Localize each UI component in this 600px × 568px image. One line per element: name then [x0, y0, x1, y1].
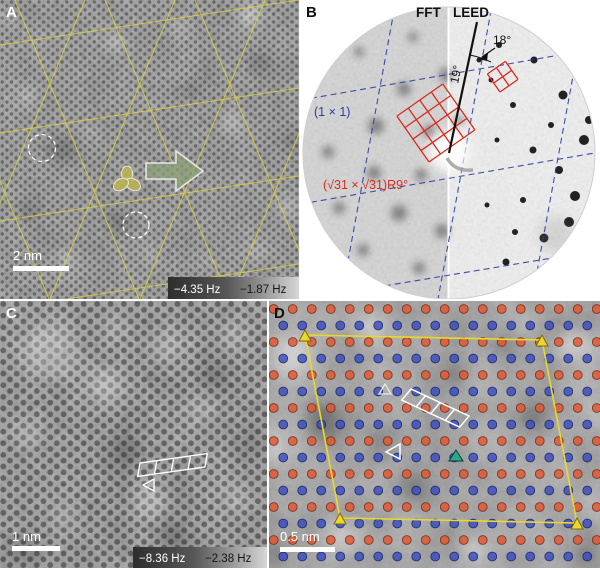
unit-cell-chain-marker	[136, 452, 209, 478]
frequency-colorbar	[168, 277, 299, 299]
sample-holder-shadow	[445, 157, 474, 172]
fft-title: FFT	[416, 5, 441, 20]
angle-reference-line	[447, 21, 479, 154]
scale-bar	[280, 547, 335, 552]
bright-maxima	[18, 316, 247, 528]
leed-title: LEED	[453, 5, 489, 20]
unit-cell-label: (1 × 1)	[314, 105, 350, 119]
frequency-colorbar	[133, 547, 267, 568]
scale-bar-label: 1 nm	[12, 529, 41, 544]
colorbar-max-label: −2.38 Hz	[205, 553, 252, 565]
panel-a-stm-overview: −4.35 Hz −1.87 Hz 2 nm A	[0, 0, 299, 299]
scale-bar	[13, 266, 69, 271]
colorbar-max-label: −1.87 Hz	[240, 284, 287, 296]
panel-d-lattice-model: 0.5 nm D	[269, 301, 600, 568]
scale-bar	[12, 546, 60, 551]
triangle-marker	[141, 477, 155, 493]
angle-arrow-head	[479, 53, 488, 61]
atomic-lattice-overlay	[269, 301, 600, 568]
colorbar-min-label: −8.36 Hz	[139, 553, 186, 565]
bright-maxima	[4, 6, 295, 267]
moire-lattice-grid	[0, 0, 299, 299]
leed-spots	[476, 37, 593, 266]
panel-c-image: −8.36 Hz −2.38 Hz 1 nm C	[0, 301, 267, 568]
panel-b-image: FFT LEED 19° 18° (1 × 1) (√31 × √31)R9° …	[301, 0, 600, 299]
unit-cell-chain-marker	[400, 388, 471, 429]
panel-b-fft-leed: FFT LEED 19° 18° (1 × 1) (√31 × √31)R9° …	[301, 0, 600, 299]
panel-label-d: D	[274, 305, 285, 322]
panel-d-image: 0.5 nm D	[269, 301, 600, 568]
panel-label-a: A	[6, 4, 17, 21]
defect-circle-2	[122, 211, 150, 239]
triangle-marker-large	[384, 442, 401, 461]
scale-bar-label: 2 nm	[13, 248, 42, 263]
panel-label-c: C	[6, 305, 17, 322]
panel-label-b: B	[306, 4, 317, 21]
fft-angle-label: 19°	[447, 64, 465, 85]
defect-circle-1	[27, 133, 57, 163]
leed-angle-label: 18°	[493, 33, 511, 47]
fft-spots	[322, 32, 464, 274]
direction-arrow-marker	[145, 149, 205, 193]
scale-bar-label: 0.5 nm	[280, 529, 320, 544]
screen-rim	[302, 6, 596, 299]
panel-c-stm-closeup: −8.36 Hz −2.38 Hz 1 nm C	[0, 301, 267, 568]
unit-cell-corner-markers	[298, 328, 584, 530]
panel-a-image: −4.35 Hz −1.87 Hz 2 nm A	[0, 0, 299, 299]
triangle-marker-small	[377, 382, 393, 395]
teal-triangle-marker	[448, 449, 464, 462]
cluster-marker	[112, 165, 142, 192]
dark-minima	[19, 53, 299, 232]
dark-minima	[13, 364, 260, 563]
moire-cell-label: (√31 × √31)R9°	[323, 178, 408, 192]
colorbar-min-label: −4.35 Hz	[174, 284, 221, 296]
angle-arrow-line	[481, 47, 496, 58]
leed-moire-cell	[486, 60, 519, 93]
